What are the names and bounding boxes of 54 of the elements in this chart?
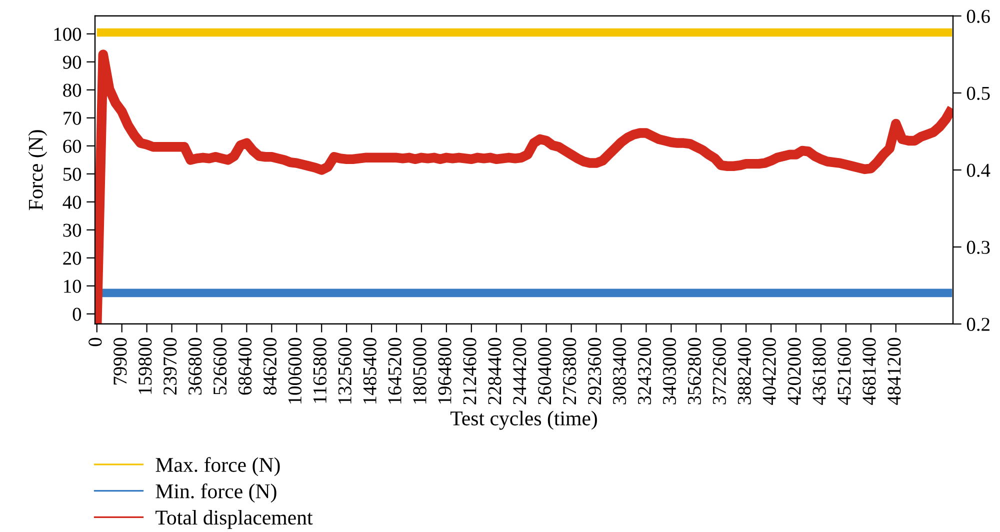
x-tick-label: 1964800 — [438, 338, 452, 404]
x-tick-label: 1645200 — [388, 338, 402, 404]
y-tick-label: 80 — [63, 84, 82, 97]
y2-tick-label: 0.2 — [966, 318, 990, 332]
x-tick-label: 2763800 — [563, 338, 576, 404]
y2-tick-label: 0.5 — [966, 86, 990, 100]
x-tick-label: 846200 — [263, 338, 277, 395]
x-tick-label: 4681400 — [862, 338, 876, 405]
x-tick-label: 2444200 — [513, 338, 526, 404]
legend-label: Min. force (N) — [156, 483, 276, 503]
legend-label: Total displacement — [156, 510, 313, 529]
x-tick-label: 4042200 — [762, 338, 776, 405]
x-tick-label: 2284400 — [488, 338, 502, 404]
x-tick-label: 3562800 — [688, 338, 701, 404]
y-tick-label: 20 — [63, 252, 82, 265]
x-tick-label: 3243200 — [638, 338, 652, 404]
y-axis-title: Force (N) — [28, 130, 48, 210]
y2-tick-label: 0.4 — [966, 164, 990, 177]
x-tick-label: 686400 — [238, 338, 252, 395]
x-tick-label: 159800 — [138, 338, 152, 394]
x-tick-label: 1805000 — [413, 338, 426, 404]
x-tick-label: 526600 — [213, 338, 227, 394]
y-tick-label: 90 — [62, 56, 82, 69]
x-axis-title: Test cycles (time) — [450, 410, 597, 430]
x-tick-label: 4361800 — [812, 338, 826, 405]
x-tick-label: 366800 — [188, 338, 202, 395]
x-tick-label: 1325600 — [338, 338, 352, 404]
x-tick-label: 3882400 — [738, 338, 751, 404]
x-tick-label: 79900 — [114, 338, 127, 385]
x-tick-label: 0 — [88, 338, 102, 346]
y2-tick-label: 0.6 — [966, 10, 990, 23]
x-tick-label: 1485400 — [363, 338, 376, 404]
y-tick-label: 30 — [63, 224, 82, 237]
x-tick-label: 3083400 — [612, 338, 626, 404]
y-tick-label: 70 — [64, 112, 82, 125]
x-tick-label: 2124600 — [463, 338, 476, 404]
x-tick-label: 1165800 — [313, 338, 326, 403]
y-tick-label: 60 — [63, 140, 82, 153]
y-tick-label: 40 — [62, 196, 82, 209]
y-tick-label: 10 — [64, 280, 82, 293]
x-tick-label: 4521600 — [838, 338, 851, 405]
x-tick-label: 4202000 — [788, 338, 801, 405]
x-tick-label: 2604000 — [538, 338, 552, 404]
x-tick-label: 239700 — [164, 338, 177, 395]
x-tick-label: 4841200 — [888, 338, 901, 405]
y-tick-label: 0 — [72, 308, 82, 321]
x-tick-label: 3403000 — [662, 338, 676, 404]
y2-tick-label: 0.3 — [966, 240, 990, 254]
x-tick-label: 2923600 — [588, 338, 602, 404]
legend-label: Max. force (N) — [156, 457, 280, 476]
x-tick-label: 3722600 — [712, 338, 726, 404]
y-tick-label: 100 — [54, 28, 82, 41]
x-tick-label: 1006000 — [288, 338, 302, 404]
y-tick-label: 50 — [63, 168, 82, 181]
